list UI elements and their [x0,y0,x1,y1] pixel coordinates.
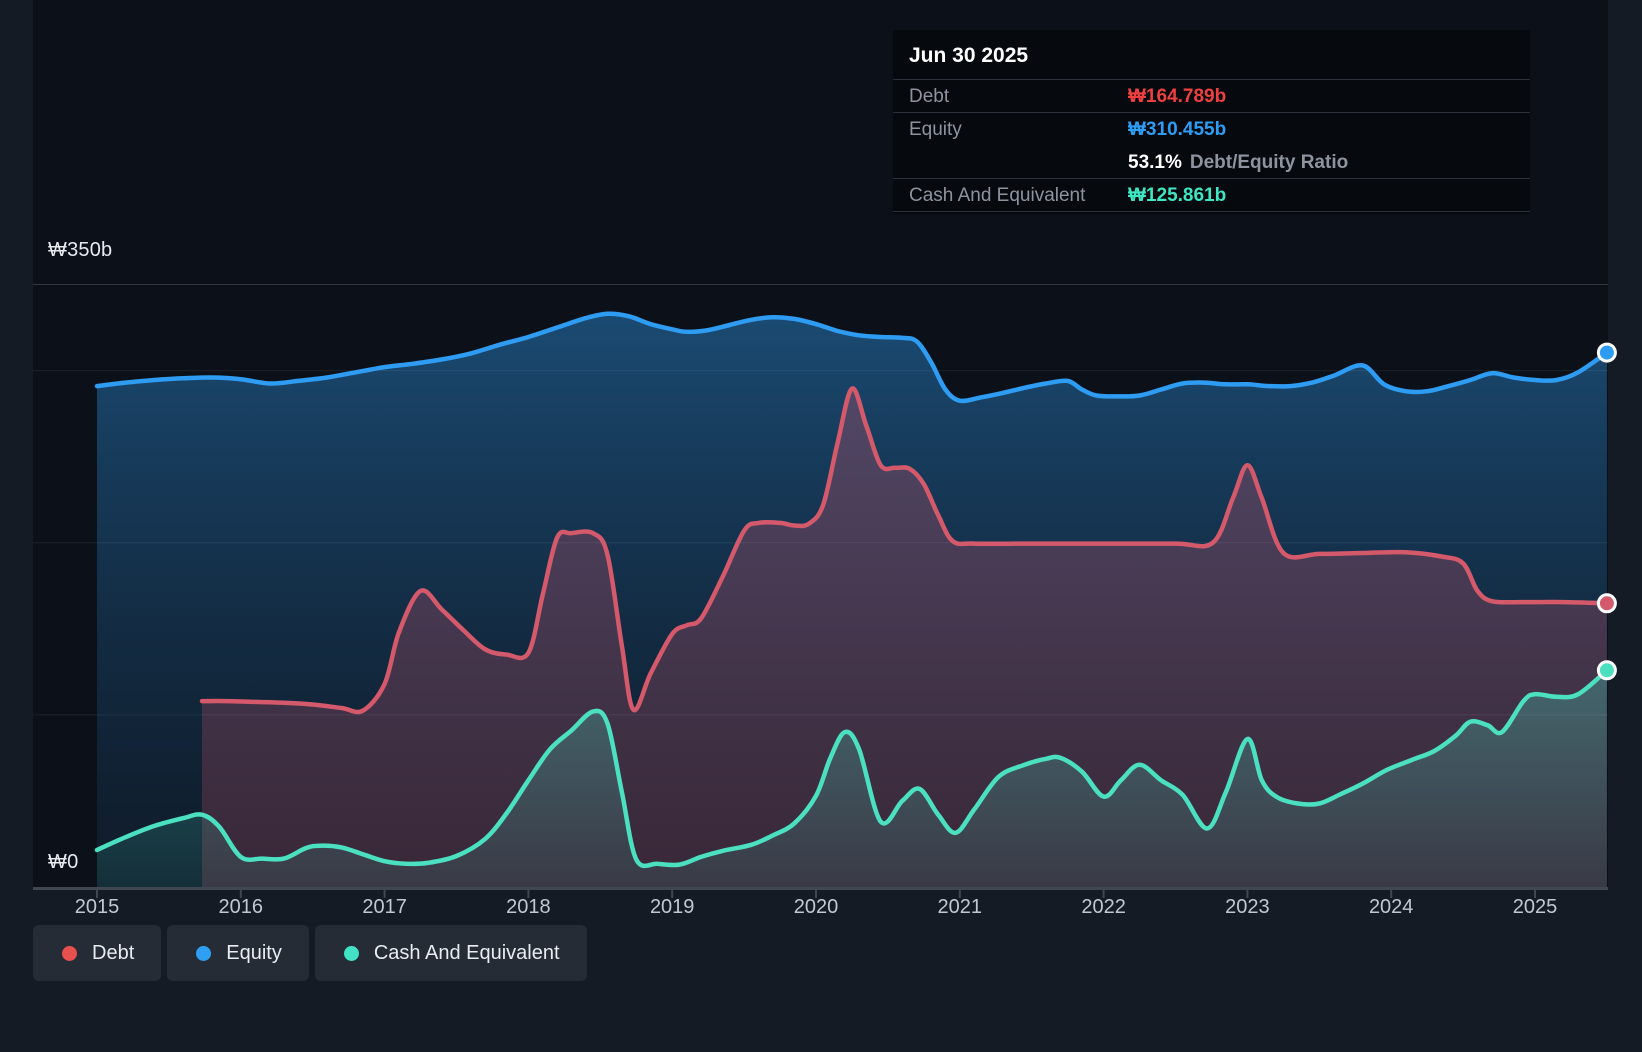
tooltip-date: Jun 30 2025 [893,30,1530,80]
debt-line[interactable] [199,386,1610,715]
y-axis-max-label: ₩350b [48,239,113,261]
x-axis-year-label-2015: 2015 [74,896,120,918]
tooltip-ratio: 53.1% Debt/Equity Ratio [1128,146,1348,179]
tooltip-equity-label: Equity [909,119,962,140]
equity-line[interactable] [94,311,1610,404]
tooltip-cash-value: ₩125.861b [1128,185,1227,206]
legend-item-cash-and-equivalent[interactable]: Cash And Equivalent [314,925,587,981]
y-axis-zero-label: ₩0 [48,851,79,873]
tooltip-ratio-value: 53.1% [1128,152,1182,173]
tooltip-debt-label: Debt [909,86,950,107]
cash-and-equivalent-line[interactable] [94,668,1610,869]
x-axis-year-label-2025: 2025 [1512,896,1558,918]
x-axis-year-label-2016: 2016 [218,896,264,918]
x-axis-year-label-2022: 2022 [1081,896,1126,918]
legend-dot-icon [62,945,77,961]
x-axis-year-label-2024: 2024 [1368,896,1414,918]
legend-dot-icon [196,945,212,961]
tooltip-row-equity: Equity ₩310.455b [893,113,1530,146]
legend-label: Debt [92,941,135,964]
x-axis-year-label-2021: 2021 [937,896,983,918]
legend-item-equity[interactable]: Equity [167,925,309,981]
x-axis-year-label-2023: 2023 [1225,896,1270,918]
chart-legend: Debt Equity Cash And Equivalent [33,925,587,981]
tooltip-row-cash: Cash And Equivalent ₩125.861b [893,179,1530,212]
tooltip-row-ratio: 53.1% Debt/Equity Ratio [893,146,1530,179]
tooltip-ratio-label: Debt/Equity Ratio [1189,152,1349,173]
legend-label: Cash And Equivalent [373,941,560,964]
tooltip-debt-value: ₩164.789b [1128,86,1227,107]
debt-end-marker[interactable] [1596,593,1617,614]
cash-and-equivalent-end-marker[interactable] [1596,660,1617,681]
cash-and-equivalent-area [97,670,1607,887]
equity-end-marker[interactable] [1596,342,1617,363]
x-axis-year-label-2017: 2017 [362,896,407,918]
chart-tooltip: Jun 30 2025 Debt ₩164.789b Equity ₩310.4… [893,30,1530,214]
legend-label: Equity [226,941,282,964]
x-axis-year-label-2020: 2020 [793,896,839,918]
x-axis-year-label-2019: 2019 [649,896,695,918]
legend-item-debt[interactable]: Debt [33,925,162,981]
tooltip-row-debt: Debt ₩164.789b [893,80,1530,113]
tooltip-cash-label: Cash And Equivalent [909,185,1086,206]
legend-dot-icon [343,945,359,961]
x-axis-year-label-2018: 2018 [506,896,551,918]
tooltip-equity-value: ₩310.455b [1128,119,1227,140]
